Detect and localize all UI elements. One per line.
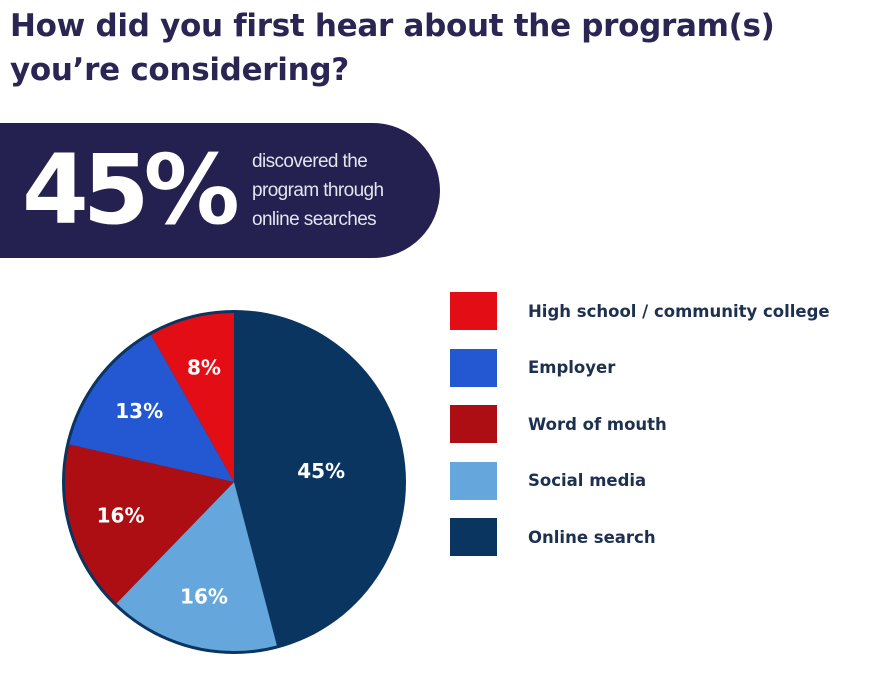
pie-slice-social-media: [116, 482, 277, 651]
highlight-line: online searches: [252, 209, 377, 230]
legend-swatch: [450, 292, 497, 330]
legend-swatch: [450, 461, 497, 500]
legend-item: Online search: [450, 518, 830, 556]
slice-label: 8%: [187, 356, 221, 380]
page-title: How did you first hear about the program…: [10, 8, 775, 88]
slice-label: 45%: [297, 459, 345, 483]
pie-slice-online-search: [234, 313, 404, 646]
legend-swatch: [450, 405, 497, 443]
legend-label: Online search: [528, 527, 656, 547]
highlight-line: discovered the: [252, 151, 368, 172]
legend-swatch: [450, 518, 497, 556]
pie-slice-employer: [69, 334, 234, 482]
highlight-banner: 45% discovered the program through onlin…: [0, 123, 440, 258]
highlight-line: program through: [252, 180, 384, 201]
legend-item: Employer: [450, 348, 830, 387]
highlight-value: 45%: [22, 134, 240, 246]
slice-label: 13%: [115, 399, 163, 423]
chart-legend: High school / community college Employer W…: [450, 292, 830, 575]
highlight-text: discovered the program through online se…: [252, 147, 384, 234]
pie-slice-high-school-community-college: [151, 313, 234, 482]
slice-label: 16%: [180, 584, 228, 608]
legend-item: High school / community college: [450, 292, 830, 330]
legend-label: Employer: [528, 358, 616, 377]
legend-item: Word of mouth: [450, 405, 830, 443]
legend-label: High school / community college: [528, 301, 830, 321]
pie-slice-word-of-mouth: [64, 444, 234, 604]
legend-label: Social media: [528, 471, 647, 490]
legend-label: Word of mouth: [528, 414, 667, 434]
slice-label: 16%: [97, 504, 145, 528]
legend-swatch: [450, 348, 497, 387]
legend-item: Social media: [450, 461, 830, 500]
